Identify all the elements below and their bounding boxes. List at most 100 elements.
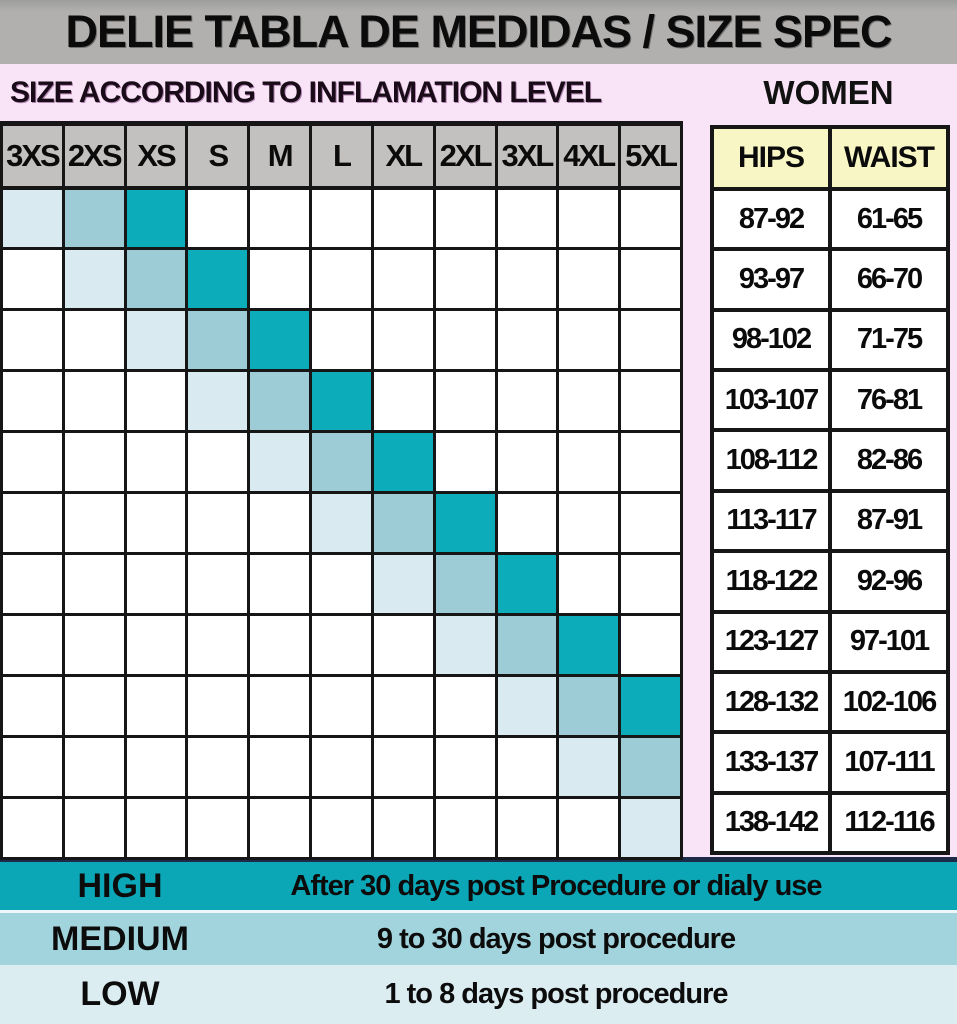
grid-cell-low xyxy=(370,552,436,616)
grid-cell xyxy=(61,308,127,372)
grid-cell xyxy=(61,369,127,433)
size-col-header-s: S xyxy=(185,121,251,190)
grid-cell-high xyxy=(494,552,560,616)
grid-cell xyxy=(618,308,683,372)
grid-cell xyxy=(123,735,189,799)
grid-cell-medium xyxy=(556,674,622,738)
legend-row-medium: MEDIUM 9 to 30 days post procedure xyxy=(0,913,957,965)
grid-cell xyxy=(370,674,436,738)
size-grid-row xyxy=(0,247,683,311)
grid-cell-high xyxy=(556,613,622,677)
waist-cell: 92-96 xyxy=(828,549,950,614)
grid-cell xyxy=(494,796,560,860)
grid-cell xyxy=(0,552,65,616)
waist-cell: 107-111 xyxy=(828,730,950,795)
grid-cell xyxy=(61,735,127,799)
measurements-wrap: HIPS WAIST 87-92 61-65 93-97 66-70 98-102 71-7… xyxy=(710,121,950,857)
legend-row-high: HIGH After 30 days post Procedure or dia… xyxy=(0,862,957,910)
grid-cell xyxy=(123,491,189,555)
grid-cell xyxy=(0,613,65,677)
size-col-header-4xl: 4XL xyxy=(556,121,622,190)
size-grid-header: 3XS 2XS XS S M L XL 2XL 3XL 4XL 5XL xyxy=(0,121,683,190)
size-grid-row xyxy=(0,430,683,494)
legend-label-low: LOW xyxy=(80,975,160,1013)
grid-cell xyxy=(123,674,189,738)
size-grid-body xyxy=(0,186,683,860)
grid-cell xyxy=(556,247,622,311)
size-grid-row xyxy=(0,369,683,433)
grid-cell xyxy=(432,186,498,250)
grid-cell xyxy=(185,674,251,738)
size-col-header-5xl: 5XL xyxy=(618,121,683,190)
grid-cell xyxy=(185,552,251,616)
grid-cell xyxy=(123,796,189,860)
grid-cell-high xyxy=(247,308,313,372)
hips-cell: 103-107 xyxy=(710,368,832,433)
grid-cell-low xyxy=(309,491,374,555)
grid-cell xyxy=(556,186,622,250)
grid-cell xyxy=(61,613,127,677)
legend-separator xyxy=(0,910,957,913)
grid-cell-high xyxy=(370,430,436,494)
measurements-row: 108-112 82-86 xyxy=(710,428,950,493)
grid-cell xyxy=(61,796,127,860)
grid-cell-medium xyxy=(123,247,189,311)
grid-cell xyxy=(556,369,622,433)
size-grid-row xyxy=(0,552,683,616)
grid-cell xyxy=(432,369,498,433)
grid-cell-high xyxy=(618,674,683,738)
measurements-header: HIPS WAIST xyxy=(710,125,950,191)
waist-cell: 61-65 xyxy=(828,186,950,252)
grid-cell xyxy=(494,369,560,433)
grid-cell xyxy=(185,430,251,494)
grid-cell xyxy=(0,796,65,860)
legend-desc-low: 1 to 8 days post procedure xyxy=(384,978,728,1010)
grid-cell-low xyxy=(432,613,498,677)
grid-cell xyxy=(556,796,622,860)
hips-cell: 123-127 xyxy=(710,609,832,674)
grid-cell xyxy=(247,796,313,860)
legend-label-high: HIGH xyxy=(77,866,163,905)
size-col-header-m: M xyxy=(247,121,313,190)
legend-desc-medium: 9 to 30 days post procedure xyxy=(376,922,736,955)
grid-cell xyxy=(432,735,498,799)
grid-cell-medium xyxy=(494,613,560,677)
hips-cell: 108-112 xyxy=(710,428,832,493)
grid-cell xyxy=(185,735,251,799)
grid-cell xyxy=(432,247,498,311)
subtitle-banner: SIZE ACCORDING TO INFLAMATION LEVEL WOME… xyxy=(0,64,957,121)
grid-cell xyxy=(61,491,127,555)
grid-cell-low xyxy=(185,369,251,433)
grid-cell-low xyxy=(61,247,127,311)
grid-cell xyxy=(61,430,127,494)
waist-cell: 102-106 xyxy=(828,669,950,735)
hips-cell: 138-142 xyxy=(710,790,832,856)
grid-cell xyxy=(61,552,127,616)
grid-cell xyxy=(123,369,189,433)
grid-cell-low xyxy=(556,735,622,799)
grid-cell-low xyxy=(0,186,65,250)
measurements-row: 87-92 61-65 xyxy=(710,186,950,252)
grid-cell-medium xyxy=(185,308,251,372)
grid-cell xyxy=(247,552,313,616)
grid-cell-medium xyxy=(61,186,127,250)
grid-cell xyxy=(123,552,189,616)
measurements-row: 138-142 112-116 xyxy=(710,790,950,856)
grid-cell xyxy=(618,186,683,250)
measurements-row: 98-102 71-75 xyxy=(710,307,950,373)
grid-cell xyxy=(309,308,374,372)
measure-col-header-hips: HIPS xyxy=(710,125,832,191)
grid-cell-high xyxy=(432,491,498,555)
grid-cell xyxy=(309,247,374,311)
grid-cell-high xyxy=(123,186,189,250)
grid-cell xyxy=(618,613,683,677)
grid-cell xyxy=(247,735,313,799)
size-col-header-2xs: 2XS xyxy=(61,121,127,190)
grid-cell-medium xyxy=(432,552,498,616)
grid-cell xyxy=(370,247,436,311)
legend-desc-high: After 30 days post Procedure or dialy us… xyxy=(290,869,822,902)
grid-cell-medium xyxy=(618,735,683,799)
grid-cell xyxy=(494,491,560,555)
grid-cell xyxy=(370,308,436,372)
